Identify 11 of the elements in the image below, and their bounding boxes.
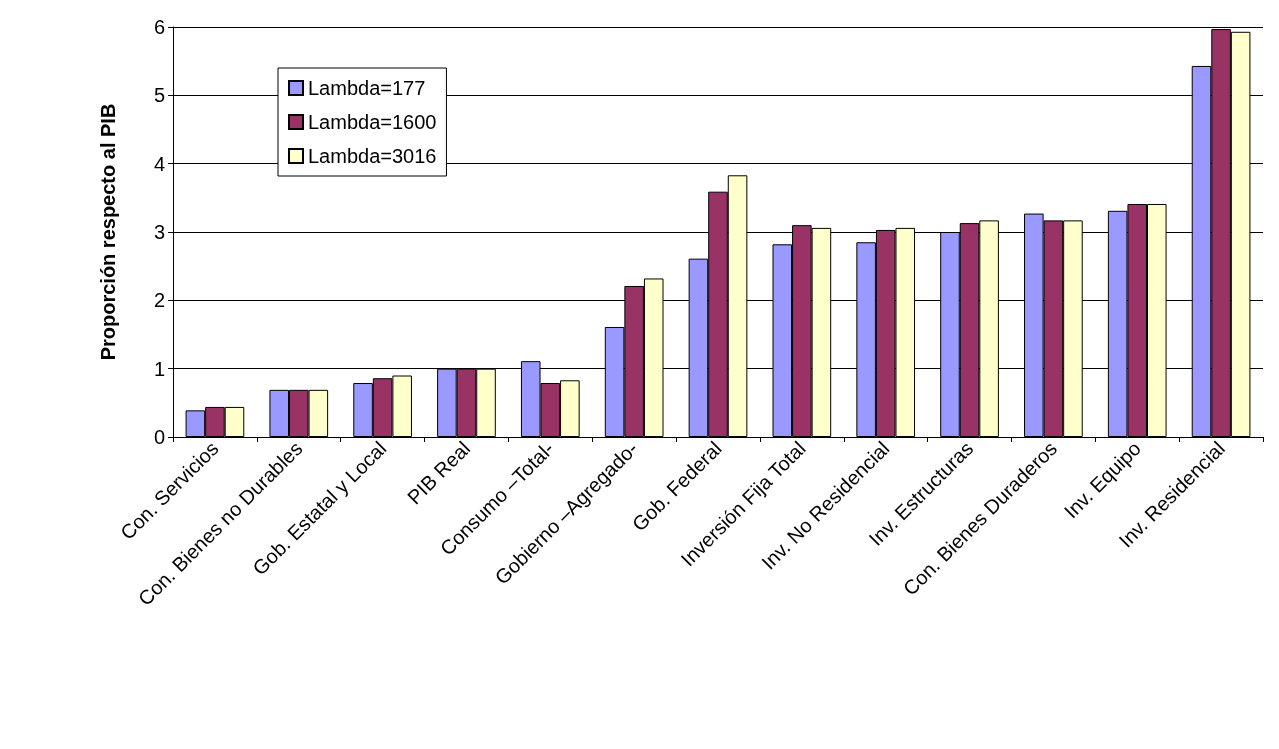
legend-label: Lambda=177 [308,77,426,99]
y-tick-label: 2 [153,289,165,312]
legend-label: Lambda=1600 [308,111,437,133]
y-tick-label: 5 [153,84,165,107]
y-axis-title: Proporción respecto al PIB [97,103,119,361]
y-tick-label: 4 [153,152,165,175]
y-tick-label: 0 [153,426,165,448]
y-tick-label: 3 [153,221,165,243]
y-tick-label: 1 [153,357,165,380]
legend-label: Lambda=3016 [308,145,437,167]
y-tick-label: 6 [153,16,165,38]
